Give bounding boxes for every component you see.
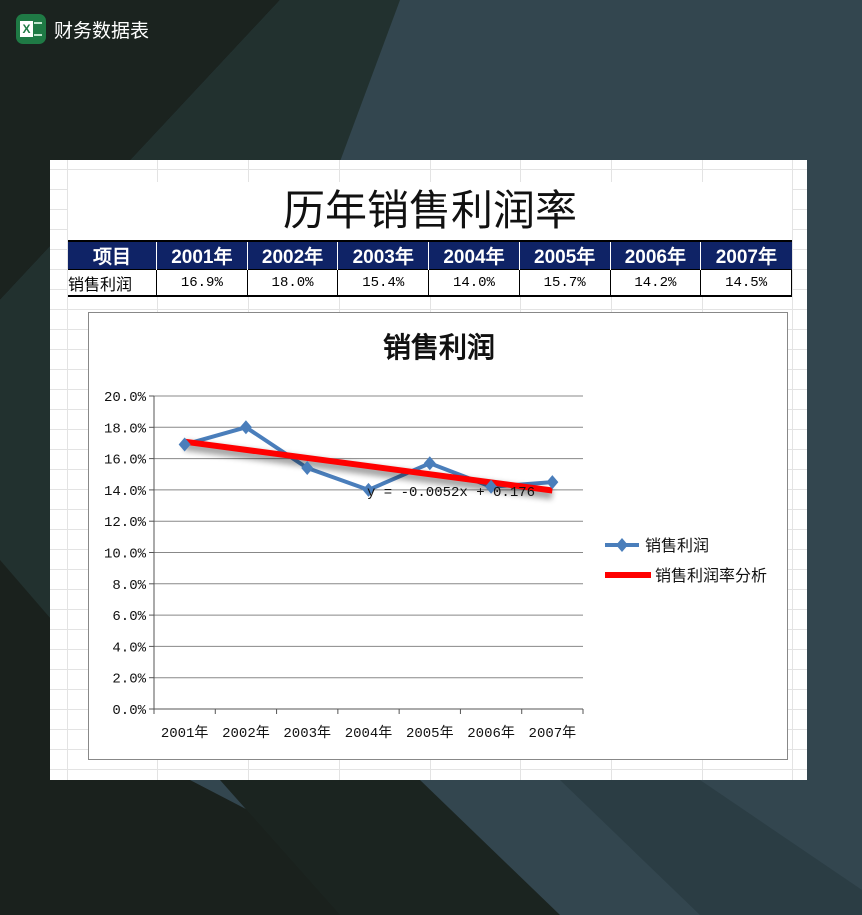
header-cell[interactable]: 2002年 xyxy=(246,240,338,270)
spreadsheet-preview: 历年销售利润率 项目 2001年 2002年 2003年 2004年 2005年… xyxy=(50,160,807,780)
y-tick-label: 20.0% xyxy=(104,390,147,406)
value-cell[interactable]: 16.9% xyxy=(156,269,248,297)
y-tick-label: 12.0% xyxy=(104,515,147,531)
y-tick-label: 8.0% xyxy=(112,578,146,594)
data-point xyxy=(485,479,498,494)
value-cell[interactable]: 15.7% xyxy=(518,269,611,297)
chart-title: 销售利润 xyxy=(383,331,495,364)
data-table: 项目 2001年 2002年 2003年 2004年 2005年 2006年 2… xyxy=(68,240,792,297)
table-row: 销售利润 16.9% 18.0% 15.4% 14.0% 15.7% 14.2%… xyxy=(68,269,792,297)
value-cell[interactable]: 18.0% xyxy=(246,269,339,297)
value-cell[interactable]: 15.4% xyxy=(337,269,430,297)
app-title: 财务数据表 xyxy=(54,19,150,42)
x-tick-label: 2002年 xyxy=(222,725,270,742)
x-tick-label: 2007年 xyxy=(529,725,577,742)
data-point xyxy=(239,420,252,435)
y-tick-label: 0.0% xyxy=(112,703,146,719)
row-label[interactable]: 销售利润 xyxy=(68,269,157,297)
header-cell[interactable]: 2005年 xyxy=(518,240,611,270)
x-tick-label: 2006年 xyxy=(467,725,515,742)
x-tick-label: 2003年 xyxy=(283,725,331,742)
sheet-title: 历年销售利润率 xyxy=(68,182,792,240)
value-cell[interactable]: 14.2% xyxy=(609,269,702,297)
app-header: X 财务数据表 xyxy=(16,14,149,44)
y-tick-label: 14.0% xyxy=(104,484,147,500)
data-point xyxy=(423,456,436,471)
value-cell[interactable]: 14.5% xyxy=(700,269,792,297)
header-cell[interactable]: 项目 xyxy=(68,240,157,270)
y-tick-label: 16.0% xyxy=(104,453,147,469)
data-point xyxy=(546,475,559,490)
y-tick-label: 10.0% xyxy=(104,547,147,563)
data-point xyxy=(178,437,191,452)
header-cell[interactable]: 2007年 xyxy=(700,240,792,270)
x-tick-label: 2005年 xyxy=(406,725,454,742)
legend-series-marker xyxy=(616,538,628,552)
legend-series-label: 销售利润 xyxy=(645,536,709,555)
y-tick-label: 4.0% xyxy=(112,640,146,656)
header-cell[interactable]: 2006年 xyxy=(609,240,701,270)
header-row: 项目 2001年 2002年 2003年 2004年 2005年 2006年 2… xyxy=(68,240,792,270)
header-cell[interactable]: 2004年 xyxy=(428,240,520,270)
excel-icon: X xyxy=(16,14,46,44)
line-chart[interactable]: 销售利润 0.0% 2.0% 4.0% 6.0% 8.0% 10.0% 12.0% 14.0%… xyxy=(88,312,788,760)
x-tick-label: 2004年 xyxy=(345,725,393,742)
chart-svg: 销售利润 0.0% 2.0% 4.0% 6.0% 8.0% 10.0% 12.0% 14.0%… xyxy=(104,331,767,742)
header-cell[interactable]: 2001年 xyxy=(156,240,248,270)
data-point xyxy=(362,482,375,497)
y-tick-label: 2.0% xyxy=(112,672,146,688)
trendline-equation: y = -0.0052x + 0.176 xyxy=(367,485,535,501)
y-tick-label: 6.0% xyxy=(112,609,146,625)
data-point xyxy=(301,460,314,475)
x-tick-label: 2001年 xyxy=(161,725,209,742)
y-tick-label: 18.0% xyxy=(104,421,147,437)
value-cell[interactable]: 14.0% xyxy=(428,269,520,297)
legend-trendline-label: 销售利润率分析 xyxy=(655,566,767,585)
header-cell[interactable]: 2003年 xyxy=(337,240,429,270)
